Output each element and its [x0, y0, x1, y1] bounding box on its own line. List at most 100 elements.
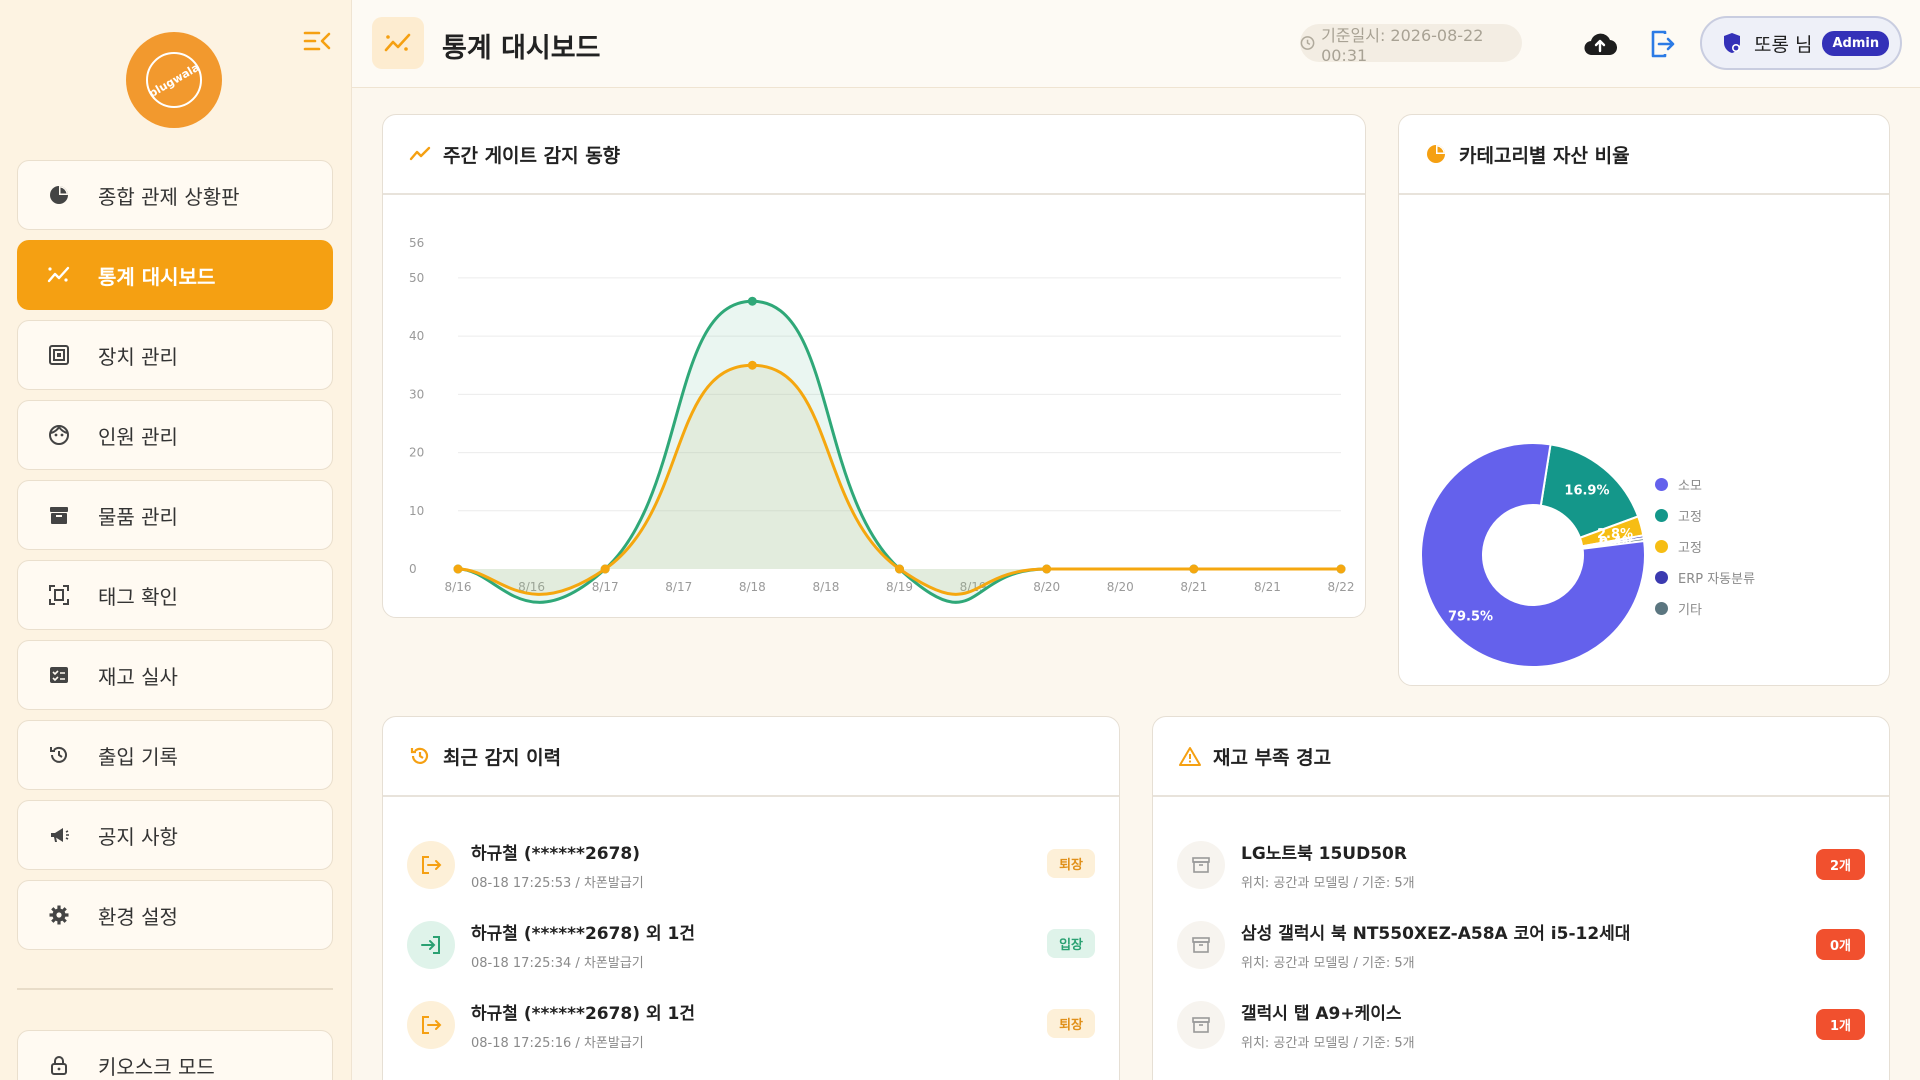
sidebar-item-label: 태그 확인 — [98, 584, 178, 609]
legend-label: ERP 자동분류 — [1678, 572, 1756, 587]
data-point — [600, 564, 610, 574]
legend-item[interactable]: ERP 자동분류 — [1655, 562, 1755, 593]
sidebar-item-people[interactable]: 인원 관리 — [17, 400, 333, 470]
checklist-icon — [46, 662, 72, 688]
data-point — [1042, 564, 1052, 574]
status-badge: 입장 — [1047, 929, 1095, 958]
sidebar-divider — [17, 988, 333, 990]
list-item[interactable]: 삼성 갤럭시 북 NT550XEZ-A58A 코어 i5-12세대 위치: 공간과… — [1153, 905, 1889, 985]
sidebar-item-tags[interactable]: 태그 확인 — [17, 560, 333, 630]
pie-chart-icon — [1425, 143, 1447, 165]
card-title: 카테고리별 자산 비율 — [1459, 144, 1630, 167]
list-item[interactable]: LG노트북 15UD50R 위치: 공간과 모델링 / 기준: 5개 2개 — [1153, 825, 1889, 905]
list-item-subtitle: 08-18 17:25:53 / 차폰발급기 — [471, 876, 644, 891]
sidebar-item-label: 환경 설정 — [98, 904, 178, 929]
y-tick-label: 56 — [409, 236, 424, 250]
y-tick-label: 30 — [409, 387, 424, 401]
sidebar-item-overview[interactable]: 종합 관제 상황판 — [17, 160, 333, 230]
data-point — [747, 296, 757, 306]
top-header: 통계 대시보드 기준일시: 2026-08-22 00:31 또롱 님 Admi… — [352, 0, 1920, 88]
sidebar-item-kiosk[interactable]: 키오스크 모드 — [17, 1030, 333, 1080]
data-point — [1336, 564, 1346, 574]
page-title: 통계 대시보드 — [442, 33, 601, 64]
series-line — [457, 299, 1341, 604]
sidebar-item-label: 재고 실사 — [98, 664, 178, 689]
sidebar-item-label: 장치 관리 — [98, 344, 178, 369]
trend-icon — [372, 17, 424, 69]
card-header: 최근 감지 이력 — [383, 717, 1119, 797]
legend-swatch — [1655, 602, 1668, 615]
stock-count-badge: 0개 — [1815, 929, 1865, 960]
stock-count-badge: 2개 — [1815, 849, 1865, 880]
x-tick-label: 8/16 — [518, 580, 545, 594]
data-point — [895, 564, 904, 574]
user-menu[interactable]: 또롱 님 Admin — [1700, 16, 1902, 70]
card-header: 재고 부족 경고 — [1153, 717, 1889, 797]
collapse-sidebar-icon[interactable] — [302, 26, 332, 56]
sidebar-item-label: 종합 관제 상황판 — [98, 184, 240, 209]
archive-icon — [1177, 1001, 1225, 1049]
x-tick-label: 8/20 — [1033, 580, 1060, 594]
list-item-text: 삼성 갤럭시 북 NT550XEZ-A58A 코어 i5-12세대 위치: 공간과… — [1241, 919, 1630, 971]
brand-logo[interactable]: plugwala — [126, 32, 222, 128]
category-donut-chart: 16.9%2.8%0.4%0.4%79.5% — [1420, 442, 1646, 668]
x-tick-label: 8/21 — [1180, 580, 1207, 594]
sidebar-nav: 종합 관제 상황판 통계 대시보드 장치 관리 인원 관리 물품 관리 태그 확… — [17, 160, 333, 960]
plug-logo-icon: plugwala — [146, 52, 202, 108]
card-header: 카테고리별 자산 비율 — [1399, 115, 1889, 195]
x-tick-label: 8/22 — [1328, 580, 1355, 594]
legend-item[interactable]: 고정 — [1655, 531, 1755, 562]
archive-icon — [46, 502, 72, 528]
sidebar-item-label: 출입 기록 — [98, 744, 178, 769]
x-tick-label: 8/17 — [665, 580, 692, 594]
logout-icon[interactable] — [1644, 26, 1680, 62]
list-item[interactable]: 하규철 (******2678) 08-18 17:25:53 / 차폰발급기 퇴… — [383, 825, 1119, 905]
gear-icon — [46, 902, 72, 928]
list-item-subtitle: 위치: 공간과 모델링 / 기준: 5개 — [1241, 956, 1415, 971]
pie-slice — [1420, 442, 1646, 668]
list-item-subtitle: 08-18 17:25:34 / 차폰발급기 — [471, 956, 644, 971]
list-item[interactable]: 하규철 (******2678) 외 1건 08-18 17:25:16 / 차폰… — [383, 985, 1119, 1065]
list-item-text: LG노트북 15UD50R 위치: 공간과 모델링 / 기준: 5개 — [1241, 839, 1415, 891]
y-tick-label: 40 — [409, 329, 424, 343]
exit-icon — [407, 841, 455, 889]
category-ratio-card: 카테고리별 자산 비율 16.9%2.8%0.4%0.4%79.5% 소모 고정… — [1398, 114, 1890, 686]
sidebar-item-settings[interactable]: 환경 설정 — [17, 880, 333, 950]
pie-value-label: 16.9% — [1564, 483, 1609, 498]
device-icon — [46, 342, 72, 368]
legend-item[interactable]: 소모 — [1655, 469, 1755, 500]
legend-item[interactable]: 고정 — [1655, 500, 1755, 531]
history-icon — [409, 745, 431, 767]
history-icon — [46, 742, 72, 768]
weekly-line-chart: 0 10 20 30 40 50 56 8/16 8/16 8/17 8/17 8/18 8/18 8/1… — [409, 236, 1355, 604]
logo-text: plugwala — [146, 60, 202, 100]
list-item[interactable]: 갤럭시 탭 A9+케이스 위치: 공간과 모델링 / 기준: 5개 1개 — [1153, 985, 1889, 1065]
sidebar-item-statistics[interactable]: 통계 대시보드 — [17, 240, 333, 310]
y-tick-label: 20 — [409, 446, 424, 460]
x-tick-label: 8/19 — [886, 580, 913, 594]
sidebar-item-notices[interactable]: 공지 사항 — [17, 800, 333, 870]
list-item-subtitle: 위치: 공간과 모델링 / 기준: 5개 — [1241, 876, 1415, 891]
pie-value-label: 79.5% — [1448, 610, 1493, 625]
list-item-text: 갤럭시 탭 A9+케이스 위치: 공간과 모델링 / 기준: 5개 — [1241, 999, 1415, 1051]
cloud-upload-icon[interactable] — [1582, 26, 1618, 62]
archive-icon — [1177, 921, 1225, 969]
sidebar-item-access-log[interactable]: 출입 기록 — [17, 720, 333, 790]
trend-icon — [46, 262, 72, 288]
exit-icon — [407, 1001, 455, 1049]
legend-item[interactable]: 기타 — [1655, 593, 1755, 624]
stock-warning-card: 재고 부족 경고 LG노트북 15UD50R 위치: 공간과 모델링 / 기준: … — [1152, 716, 1890, 1080]
legend-label: 고정 — [1678, 510, 1702, 525]
list-item[interactable]: 하규철 (******2678) 외 1건 08-18 17:25:34 / 차폰… — [383, 905, 1119, 985]
sidebar-item-devices[interactable]: 장치 관리 — [17, 320, 333, 390]
clock-icon — [1300, 36, 1315, 50]
tag-scan-icon — [46, 582, 72, 608]
list-item-text: 하규철 (******2678) 외 1건 08-18 17:25:34 / 차폰… — [471, 919, 695, 971]
sidebar-item-items[interactable]: 물품 관리 — [17, 480, 333, 550]
card-title: 주간 게이트 감지 동향 — [443, 144, 621, 167]
x-tick-label: 8/21 — [1254, 580, 1281, 594]
sidebar-item-label: 공지 사항 — [98, 824, 178, 849]
timestamp-badge: 기준일시: 2026-08-22 00:31 — [1300, 24, 1522, 65]
sidebar-item-inventory[interactable]: 재고 실사 — [17, 640, 333, 710]
megaphone-icon — [46, 822, 72, 848]
